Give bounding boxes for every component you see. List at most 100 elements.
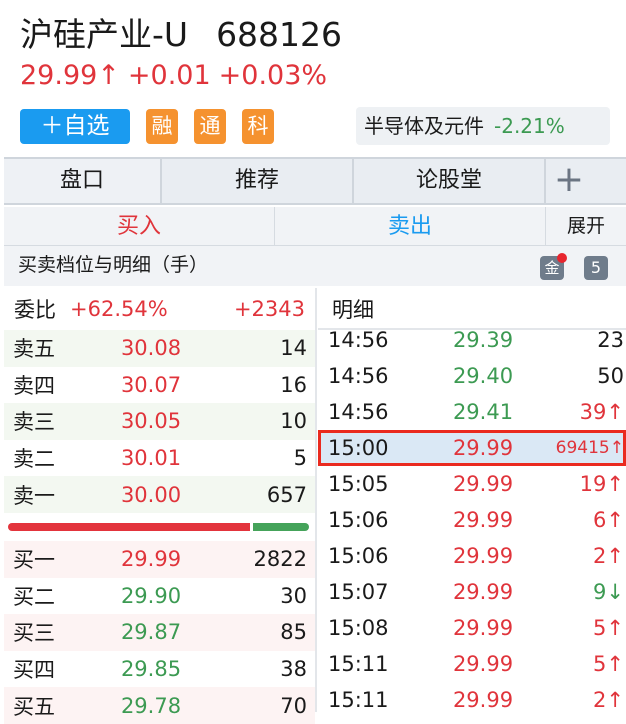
stock-name: 沪硅产业-U [20, 15, 189, 54]
trade-time: 15:06 [328, 508, 389, 532]
tab-forum[interactable]: 论股堂 [354, 159, 546, 203]
ask-row[interactable]: 卖四 30.07 16 [4, 367, 315, 404]
bid-row[interactable]: 买五 29.78 70 [4, 687, 315, 724]
bid-bar [8, 522, 251, 531]
detail-row[interactable]: 14:56 29.40 50 [318, 358, 626, 394]
add-tab-plus-icon[interactable]: + [553, 159, 585, 200]
ask-price: 30.07 [120, 372, 182, 397]
trade-price: 29.99 [452, 436, 514, 460]
bid-qty: 30 [280, 583, 307, 608]
trade-volume: 5↑ [593, 652, 624, 676]
connect-tag[interactable]: 通 [194, 109, 226, 144]
level-label: 买一 [13, 548, 55, 573]
bid-row[interactable]: 买三 29.87 85 [4, 614, 315, 651]
trade-time: 14:56 [328, 328, 389, 352]
detail-row[interactable]: 15:11 29.99 5↑ [318, 646, 626, 682]
section-header: 买卖档位与明细（手） [4, 246, 626, 286]
ask-qty: 16 [280, 372, 307, 397]
bid-ask-ratio-bar [4, 513, 315, 541]
stock-code: 688126 [216, 15, 343, 54]
trade-price: 29.99 [452, 544, 514, 568]
detail-row[interactable]: 15:00 29.99 69415↑ [318, 430, 626, 466]
sector-badge[interactable]: 半导体及元件 -2.21% [356, 107, 610, 145]
last-price: 29.99↑ [20, 60, 120, 91]
sector-name: 半导体及元件 [364, 114, 484, 138]
sell-button[interactable]: 卖出 [275, 207, 546, 245]
level-label: 买三 [13, 621, 55, 646]
bid-price: 29.78 [120, 693, 182, 718]
order-ratio: 委比 +62.54% +2343 [4, 288, 315, 330]
tab-recommend[interactable]: 推荐 [162, 159, 354, 203]
ratio-diff: +2343 [233, 297, 305, 321]
price-change-pct: +0.03% [218, 60, 328, 91]
level-label: 卖四 [13, 373, 55, 398]
trade-volume: 50 [597, 364, 624, 388]
ask-qty: 5 [293, 446, 307, 471]
bid-row[interactable]: 买二 29.90 30 [4, 578, 315, 615]
detail-row[interactable]: 15:07 29.99 9↓ [318, 574, 626, 610]
trade-bar: 买入 卖出 展开 [4, 207, 626, 246]
trade-price: 29.99 [452, 688, 514, 712]
bid-price: 29.85 [120, 657, 182, 682]
trade-volume: 69415↑ [555, 438, 624, 458]
trade-time: 15:08 [328, 616, 389, 640]
expand-button[interactable]: 展开 [566, 215, 605, 237]
star-market-tag[interactable]: 科 [242, 109, 274, 144]
ask-row[interactable]: 卖五 30.08 14 [4, 330, 315, 367]
ask-price: 30.01 [120, 446, 182, 471]
ask-bar [253, 522, 309, 531]
trade-time: 15:06 [328, 544, 389, 568]
tab-orderbook[interactable]: 盘口 [4, 159, 162, 203]
level-5-badge[interactable]: 5 [584, 256, 608, 280]
trade-price: 29.99 [452, 472, 514, 496]
trade-price: 29.40 [452, 364, 514, 388]
bid-row[interactable]: 买四 29.85 38 [4, 651, 315, 688]
trade-volume: 2↑ [593, 544, 624, 568]
trade-volume: 19↑ [579, 472, 624, 496]
bid-qty: 70 [280, 693, 307, 718]
detail-row[interactable]: 14:56 29.39 23 [318, 322, 626, 358]
ask-row[interactable]: 卖一 30.00 657 [4, 476, 315, 513]
margin-tag[interactable]: 融 [146, 109, 178, 144]
buy-button[interactable]: 买入 [4, 207, 275, 245]
sector-change: -2.21% [494, 114, 565, 138]
bid-row[interactable]: 买一 29.99 2822 [4, 540, 315, 578]
trade-time: 15:11 [328, 652, 389, 676]
level-label: 卖五 [13, 337, 55, 362]
ask-row[interactable]: 卖三 30.05 10 [4, 403, 315, 440]
stock-title: 沪硅产业-U 688126 [20, 8, 342, 56]
trade-price: 29.99 [452, 652, 514, 676]
detail-row[interactable]: 15:11 29.99 2↑ [318, 682, 626, 712]
trade-price: 29.99 [452, 580, 514, 604]
tab-bar: 盘口 推荐 论股堂 + [4, 157, 626, 205]
detail-row[interactable]: 15:06 29.99 6↑ [318, 502, 626, 538]
detail-row[interactable]: 15:06 29.99 2↑ [318, 538, 626, 574]
add-watchlist-button[interactable]: ＋自选 [20, 109, 130, 144]
detail-row[interactable]: 14:56 29.41 39↑ [318, 394, 626, 430]
ask-price: 30.05 [120, 409, 182, 434]
bid-price: 29.90 [120, 583, 182, 608]
bid-price: 29.87 [120, 620, 182, 645]
level-label: 买五 [13, 694, 55, 719]
ratio-pct: +62.54% [70, 297, 168, 321]
trade-price: 29.99 [452, 616, 514, 640]
order-book: 委比 +62.54% +2343 卖五 30.08 14 卖四 30.07 16 卖三 30.05… [4, 288, 317, 724]
trade-detail[interactable]: 14:56 29.39 23 14:56 29.40 50 14:56 29.41 39↑ 15:… [318, 288, 626, 712]
trade-volume: 5↑ [593, 616, 624, 640]
trade-time: 14:56 [328, 400, 389, 424]
trade-time: 15:07 [328, 580, 389, 604]
trade-time: 15:00 [328, 436, 389, 460]
trade-volume: 6↑ [593, 508, 624, 532]
trade-volume: 23 [597, 328, 624, 352]
level-label: 卖三 [13, 410, 55, 435]
ratio-label: 委比 [14, 298, 56, 322]
detail-row[interactable]: 15:08 29.99 5↑ [318, 610, 626, 646]
gold-icon[interactable]: 金 [540, 253, 567, 280]
trade-price: 29.39 [452, 328, 514, 352]
ask-row[interactable]: 卖二 30.01 5 [4, 440, 315, 477]
level-label: 买四 [13, 658, 55, 683]
detail-row[interactable]: 15:05 29.99 19↑ [318, 466, 626, 502]
trade-time: 15:11 [328, 688, 389, 712]
trade-volume: 39↑ [579, 400, 624, 424]
trade-time: 14:56 [328, 364, 389, 388]
